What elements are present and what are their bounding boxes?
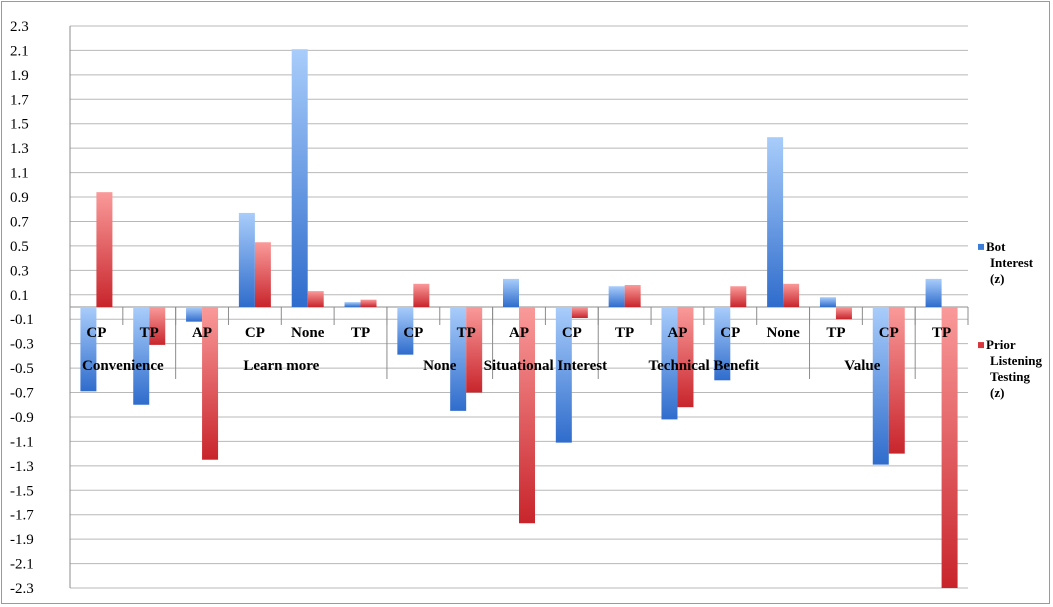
- category-label: CP: [403, 325, 423, 341]
- category-label: CP: [720, 325, 740, 341]
- y-tick-label: -0.7: [10, 386, 34, 402]
- legend-label: Prior: [986, 337, 1016, 352]
- bar-bot-interest: [767, 137, 784, 307]
- legend-swatch-prior-listening: [978, 342, 984, 349]
- legend-label: (z): [990, 271, 1004, 286]
- bar-prior-listening: [624, 285, 641, 307]
- category-label: AP: [509, 325, 529, 341]
- legend-label: Listening: [990, 353, 1043, 368]
- y-tick-label: 0.9: [10, 190, 29, 206]
- bar-bot-interest: [80, 307, 97, 392]
- bar-prior-listening: [360, 299, 377, 307]
- bar-bot-interest: [503, 278, 519, 307]
- category-label: TP: [615, 325, 634, 341]
- group-label: Situational Interest: [484, 358, 607, 374]
- bar-bot-interest: [238, 212, 255, 307]
- bar-bot-interest: [344, 302, 361, 307]
- bar-bot-interest: [608, 286, 625, 307]
- category-label: None: [291, 325, 325, 341]
- y-tick-label: -2.1: [10, 557, 34, 573]
- bar-prior-listening: [677, 307, 694, 408]
- legend-label: Bot: [986, 239, 1006, 254]
- bars: [80, 49, 958, 588]
- y-tick-label: -1.7: [10, 508, 34, 524]
- y-tick-label: 2.3: [10, 19, 29, 35]
- y-tick-label: -2.3: [10, 581, 34, 597]
- bar-bot-interest: [714, 307, 731, 381]
- y-tick-label: -0.9: [10, 410, 34, 426]
- category-label: TP: [826, 325, 845, 341]
- y-tick-label: -1.3: [10, 459, 34, 475]
- legend-label: Interest: [990, 255, 1034, 270]
- bar-prior-listening: [413, 283, 430, 307]
- y-tick-label: 0.5: [10, 239, 29, 255]
- bar-prior-listening: [941, 307, 958, 588]
- bar-prior-listening: [254, 242, 271, 307]
- y-axis-ticks: 2.3 2.1 1.9 1.7 1.5 1.3 1.1 0.9 0.7 0.5 0.3 0.1 -0.1…: [10, 19, 34, 597]
- legend-swatch-bot-interest: [978, 243, 984, 250]
- group-label: None: [423, 358, 457, 374]
- category-label: CP: [245, 325, 265, 341]
- bar-prior-listening: [307, 291, 324, 307]
- legend-label: Testing: [990, 369, 1030, 384]
- bar-bot-interest: [925, 278, 942, 307]
- bar-bot-interest: [450, 307, 467, 411]
- category-label: TP: [140, 325, 159, 341]
- y-tick-label: 1.5: [10, 117, 29, 133]
- category-label: None: [766, 325, 800, 341]
- group-label: Learn more: [243, 358, 319, 374]
- bar-prior-listening: [835, 307, 852, 320]
- bar-bot-interest: [661, 307, 678, 420]
- category-label: TP: [457, 325, 476, 341]
- y-tick-label: -0.1: [10, 312, 34, 328]
- bar-bot-interest: [872, 307, 889, 465]
- category-label: AP: [667, 325, 687, 341]
- category-label: CP: [562, 325, 582, 341]
- y-tick-label: 1.3: [10, 141, 29, 157]
- bar-bot-interest: [186, 307, 203, 322]
- y-tick-label: -0.5: [10, 361, 34, 377]
- bar-prior-listening: [571, 307, 588, 318]
- y-tick-label: 0.1: [10, 288, 29, 304]
- bar-bot-interest: [291, 49, 308, 307]
- category-label: TP: [932, 325, 951, 341]
- group-label: Convenience: [82, 358, 164, 374]
- bar-prior-listening: [730, 286, 747, 307]
- category-label: CP: [86, 325, 106, 341]
- y-tick-label: -0.3: [10, 337, 34, 353]
- category-label: CP: [879, 325, 899, 341]
- group-label: Value: [844, 358, 880, 374]
- bar-bot-interest: [819, 297, 836, 307]
- bar-prior-listening: [519, 307, 535, 524]
- y-tick-label: 1.9: [10, 68, 29, 84]
- bar-bot-interest: [555, 307, 572, 443]
- bar-prior-listening: [783, 283, 800, 307]
- bar-prior-listening: [466, 307, 483, 393]
- group-label: Technical Benefit: [649, 358, 760, 374]
- y-tick-label: 1.7: [10, 92, 29, 108]
- y-tick-label: 0.3: [10, 263, 29, 279]
- bar-prior-listening: [149, 307, 166, 345]
- legend-label: (z): [990, 385, 1004, 400]
- group-labels: Convenience Learn more None Situational Int…: [82, 358, 881, 374]
- category-label: AP: [192, 325, 212, 341]
- bar-prior-listening: [888, 307, 905, 454]
- bar-bot-interest: [133, 307, 150, 405]
- y-tick-label: 1.1: [10, 166, 29, 182]
- y-tick-label: -1.1: [10, 434, 34, 450]
- bar-prior-listening: [96, 192, 113, 307]
- bar-prior-listening: [202, 307, 219, 460]
- y-tick-label: -1.5: [10, 483, 34, 499]
- bar-bot-interest: [397, 307, 414, 355]
- y-tick-label: -1.9: [10, 532, 34, 548]
- y-tick-label: 2.1: [10, 43, 29, 59]
- category-labels: CP TP AP CP None TP CP TP AP CP TP AP CP None TP CP TP: [86, 325, 951, 341]
- category-label: TP: [351, 325, 370, 341]
- y-tick-label: 0.7: [10, 214, 29, 230]
